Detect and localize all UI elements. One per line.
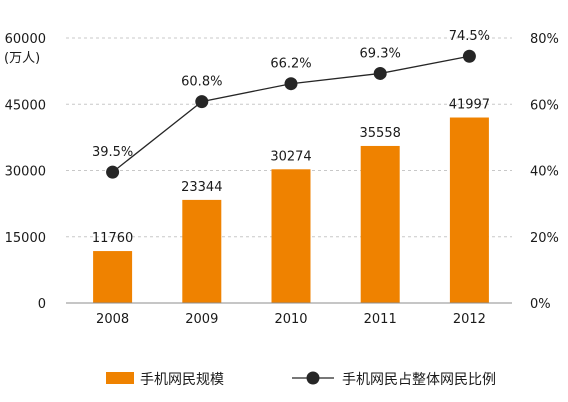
line-data-labels: 39.5% 60.8% 66.2% 69.3% 74.5%: [92, 29, 490, 160]
line-point: [195, 95, 209, 109]
legend-line-label: 手机网民占整体网民比例: [342, 372, 496, 388]
left-axis-unit: (万人): [4, 51, 40, 66]
right-tick-label: 0%: [530, 297, 551, 312]
right-tick-label: 60%: [530, 98, 559, 113]
axes: 0 0% 15000 20% 30000 40% 45000 60% 60000 80% (万人) 2…: [4, 32, 559, 327]
legend: 手机网民规模 手机网民占整体网民比例: [106, 371, 496, 388]
left-tick-label: 30000: [5, 165, 46, 180]
left-tick-label: 60000: [5, 32, 46, 47]
line-data-label: 66.2%: [270, 57, 311, 72]
bar-data-label: 41997: [449, 98, 490, 113]
x-tick-label: 2008: [96, 312, 129, 327]
bar-data-label: 11760: [92, 231, 133, 246]
right-tick-label: 40%: [530, 165, 559, 180]
legend-bar-label: 手机网民规模: [140, 372, 224, 388]
left-tick-label: 15000: [5, 231, 46, 246]
line-data-label: 39.5%: [92, 145, 133, 160]
bar-data-labels: 11760 23344 30274 35558 41997: [92, 98, 490, 247]
bar-data-label: 30274: [270, 149, 311, 164]
legend-line-marker: [306, 371, 320, 385]
bar: [271, 169, 311, 303]
line-data-label: 69.3%: [360, 46, 401, 61]
left-tick-label: 45000: [5, 98, 46, 113]
x-tick-label: 2009: [185, 312, 218, 327]
bar: [449, 117, 489, 304]
line-point: [373, 66, 387, 80]
bar: [93, 251, 133, 303]
right-tick-label: 80%: [530, 32, 559, 47]
line-data-label: 60.8%: [181, 75, 222, 90]
left-tick-label: 0: [38, 297, 46, 312]
bar: [182, 199, 222, 303]
bar-series: [93, 117, 489, 304]
line-point: [106, 165, 120, 179]
bar-data-label: 35558: [360, 126, 401, 141]
line-point: [284, 77, 298, 91]
x-tick-label: 2012: [453, 312, 486, 327]
line-point: [462, 49, 476, 63]
right-tick-label: 20%: [530, 231, 559, 246]
x-tick-label: 2011: [364, 312, 397, 327]
bar-data-label: 23344: [181, 180, 222, 195]
line-data-label: 74.5%: [449, 29, 490, 44]
legend-bar-swatch: [106, 372, 134, 384]
line-series: [106, 49, 476, 179]
x-tick-label: 2010: [274, 312, 307, 327]
bar: [360, 145, 400, 303]
